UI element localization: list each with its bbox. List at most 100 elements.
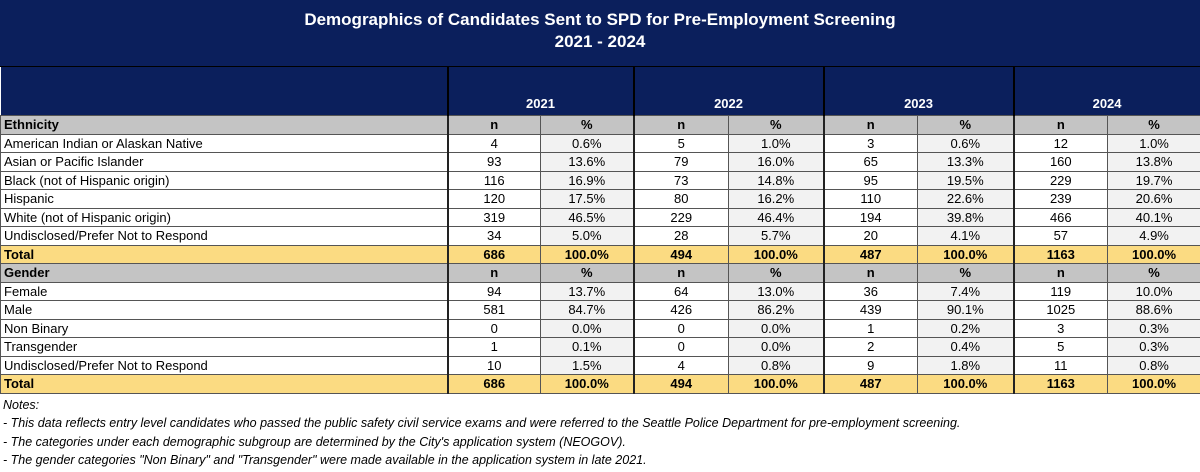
n-cell: 0 [634, 319, 729, 338]
pct-cell: 0.1% [541, 338, 634, 357]
n-cell: 494 [634, 245, 729, 264]
blank-header-cell [1, 67, 448, 116]
pct-cell: 4.9% [1108, 227, 1200, 246]
n-column-header: n [448, 116, 541, 135]
n-cell: 686 [448, 375, 541, 394]
n-column-header: n [1014, 264, 1108, 283]
pct-cell: 88.6% [1108, 301, 1200, 320]
n-cell: 93 [448, 153, 541, 172]
pct-cell: 100.0% [918, 245, 1014, 264]
row-label: White (not of Hispanic origin) [1, 208, 448, 227]
row-label: Hispanic [1, 190, 448, 209]
n-cell: 1 [824, 319, 918, 338]
n-cell: 5 [634, 134, 729, 153]
n-cell: 487 [824, 375, 918, 394]
pct-cell: 100.0% [729, 375, 824, 394]
n-column-header: n [824, 264, 918, 283]
pct-column-header: % [918, 264, 1014, 283]
pct-cell: 14.8% [729, 171, 824, 190]
n-cell: 239 [1014, 190, 1108, 209]
pct-cell: 16.9% [541, 171, 634, 190]
pct-cell: 0.0% [541, 319, 634, 338]
pct-cell: 20.6% [1108, 190, 1200, 209]
n-cell: 1163 [1014, 375, 1108, 394]
row-label: American Indian or Alaskan Native [1, 134, 448, 153]
pct-column-header: % [541, 264, 634, 283]
pct-cell: 4.1% [918, 227, 1014, 246]
n-cell: 80 [634, 190, 729, 209]
n-cell: 1163 [1014, 245, 1108, 264]
pct-cell: 46.5% [541, 208, 634, 227]
pct-cell: 13.0% [729, 282, 824, 301]
pct-column-header: % [1108, 116, 1200, 135]
n-cell: 494 [634, 375, 729, 394]
pct-cell: 0.0% [729, 338, 824, 357]
pct-column-header: % [918, 116, 1014, 135]
n-cell: 73 [634, 171, 729, 190]
pct-cell: 86.2% [729, 301, 824, 320]
row-label: Non Binary [1, 319, 448, 338]
n-cell: 3 [824, 134, 918, 153]
n-cell: 116 [448, 171, 541, 190]
pct-column-header: % [541, 116, 634, 135]
notes: Notes:- This data reflects entry level c… [0, 394, 1200, 472]
pct-cell: 0.8% [1108, 356, 1200, 375]
row-label: Total [1, 375, 448, 394]
n-cell: 581 [448, 301, 541, 320]
pct-cell: 22.6% [918, 190, 1014, 209]
n-cell: 119 [1014, 282, 1108, 301]
pct-cell: 0.3% [1108, 338, 1200, 357]
n-cell: 1025 [1014, 301, 1108, 320]
n-cell: 3 [1014, 319, 1108, 338]
pct-cell: 0.6% [918, 134, 1014, 153]
n-cell: 0 [634, 338, 729, 357]
n-cell: 79 [634, 153, 729, 172]
n-cell: 487 [824, 245, 918, 264]
n-cell: 34 [448, 227, 541, 246]
n-cell: 120 [448, 190, 541, 209]
pct-cell: 0.3% [1108, 319, 1200, 338]
n-cell: 0 [448, 319, 541, 338]
n-cell: 36 [824, 282, 918, 301]
n-column-header: n [824, 116, 918, 135]
pct-column-header: % [1108, 264, 1200, 283]
n-cell: 64 [634, 282, 729, 301]
n-cell: 426 [634, 301, 729, 320]
pct-cell: 39.8% [918, 208, 1014, 227]
pct-cell: 13.6% [541, 153, 634, 172]
row-label: Undisclosed/Prefer Not to Respond [1, 356, 448, 375]
note-line: - The categories under each demographic … [3, 433, 1197, 452]
year-header-2022: 2022 [634, 67, 824, 116]
n-cell: 28 [634, 227, 729, 246]
report-title: Demographics of Candidates Sent to SPD f… [0, 0, 1200, 67]
row-label: Undisclosed/Prefer Not to Respond [1, 227, 448, 246]
title-line-2: 2021 - 2024 [0, 31, 1200, 53]
pct-cell: 0.4% [918, 338, 1014, 357]
n-cell: 20 [824, 227, 918, 246]
n-column-header: n [1014, 116, 1108, 135]
pct-cell: 40.1% [1108, 208, 1200, 227]
pct-cell: 16.2% [729, 190, 824, 209]
row-label: Female [1, 282, 448, 301]
pct-cell: 5.0% [541, 227, 634, 246]
n-cell: 12 [1014, 134, 1108, 153]
note-line: - The gender categories "Non Binary" and… [3, 451, 1197, 470]
pct-cell: 84.7% [541, 301, 634, 320]
pct-cell: 90.1% [918, 301, 1014, 320]
pct-cell: 7.4% [918, 282, 1014, 301]
n-cell: 1 [448, 338, 541, 357]
row-label: Male [1, 301, 448, 320]
pct-cell: 100.0% [1108, 245, 1200, 264]
n-column-header: n [634, 116, 729, 135]
